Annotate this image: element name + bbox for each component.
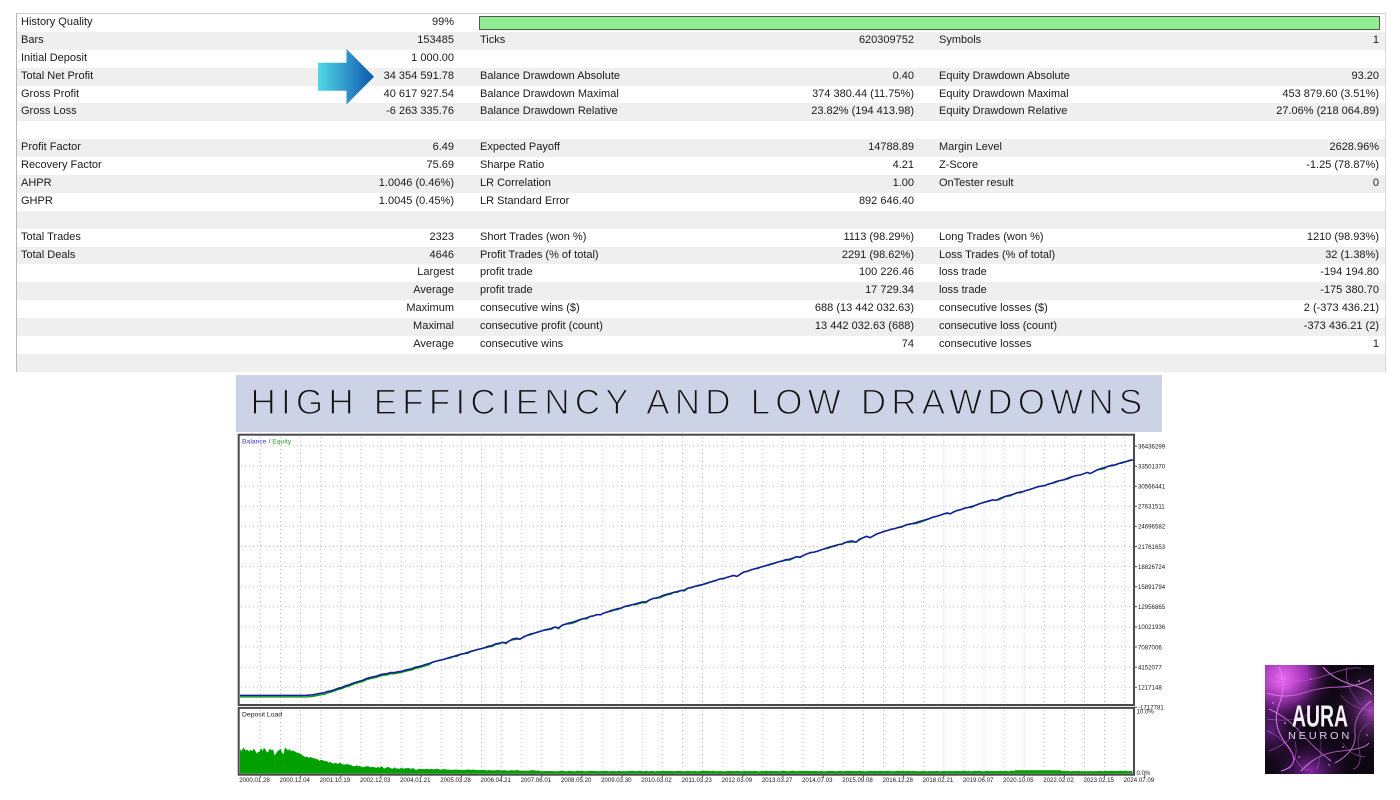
svg-text:2015.09.08: 2015.09.08 bbox=[842, 777, 873, 784]
svg-text:Balance / Equity: Balance / Equity bbox=[242, 439, 292, 446]
svg-text:2010.03.02: 2010.03.02 bbox=[641, 777, 672, 784]
svg-text:NEURON: NEURON bbox=[1288, 731, 1352, 742]
svg-text:18826724: 18826724 bbox=[1138, 564, 1166, 571]
svg-text:2022.02.02: 2022.02.02 bbox=[1043, 777, 1074, 784]
svg-text:24696582: 24696582 bbox=[1138, 524, 1166, 531]
svg-text:33501370: 33501370 bbox=[1138, 463, 1166, 470]
svg-text:2023.02.15: 2023.02.15 bbox=[1083, 777, 1114, 784]
svg-text:2004.01.21: 2004.01.21 bbox=[400, 777, 431, 784]
svg-text:2006.04.21: 2006.04.21 bbox=[480, 777, 511, 784]
svg-text:2024.07.09: 2024.07.09 bbox=[1124, 777, 1155, 784]
svg-text:2012.03.09: 2012.03.09 bbox=[722, 777, 753, 784]
svg-text:2020.10.05: 2020.10.05 bbox=[1003, 777, 1034, 784]
svg-text:2000.01.28: 2000.01.28 bbox=[239, 777, 270, 784]
svg-text:-1717781: -1717781 bbox=[1138, 705, 1164, 712]
svg-text:30566441: 30566441 bbox=[1138, 484, 1166, 491]
svg-text:2008.05.20: 2008.05.20 bbox=[561, 777, 592, 784]
svg-text:4152077: 4152077 bbox=[1138, 664, 1162, 671]
svg-text:2019.06.07: 2019.06.07 bbox=[963, 777, 994, 784]
svg-text:2000.12.04: 2000.12.04 bbox=[279, 777, 310, 784]
svg-text:10.0%: 10.0% bbox=[1137, 709, 1155, 716]
svg-text:2001.10.19: 2001.10.19 bbox=[320, 777, 351, 784]
svg-text:36436299: 36436299 bbox=[1138, 443, 1166, 450]
svg-text:2009.03.30: 2009.03.30 bbox=[601, 777, 632, 784]
svg-text:2011.03.23: 2011.03.23 bbox=[682, 777, 713, 784]
svg-text:27631511: 27631511 bbox=[1138, 504, 1165, 511]
svg-text:Deposit Load: Deposit Load bbox=[242, 712, 282, 719]
svg-text:7087006: 7087006 bbox=[1138, 644, 1162, 651]
svg-text:2005.03.28: 2005.03.28 bbox=[440, 777, 471, 784]
svg-text:2013.03.27: 2013.03.27 bbox=[762, 777, 793, 784]
svg-text:21761653: 21761653 bbox=[1138, 544, 1166, 551]
svg-text:1217148: 1217148 bbox=[1138, 685, 1162, 692]
svg-text:12956865: 12956865 bbox=[1138, 604, 1166, 611]
svg-text:15891794: 15891794 bbox=[1138, 584, 1166, 591]
svg-text:10021936: 10021936 bbox=[1138, 624, 1166, 631]
svg-text:2002.12.03: 2002.12.03 bbox=[360, 777, 391, 784]
svg-text:2007.06.01: 2007.06.01 bbox=[521, 777, 552, 784]
svg-text:2014.07.03: 2014.07.03 bbox=[802, 777, 833, 784]
svg-text:AURA: AURA bbox=[1292, 699, 1348, 734]
svg-text:2016.12.28: 2016.12.28 bbox=[882, 777, 913, 784]
svg-text:0.0%: 0.0% bbox=[1137, 770, 1151, 777]
svg-text:2018.02.21: 2018.02.21 bbox=[923, 777, 954, 784]
